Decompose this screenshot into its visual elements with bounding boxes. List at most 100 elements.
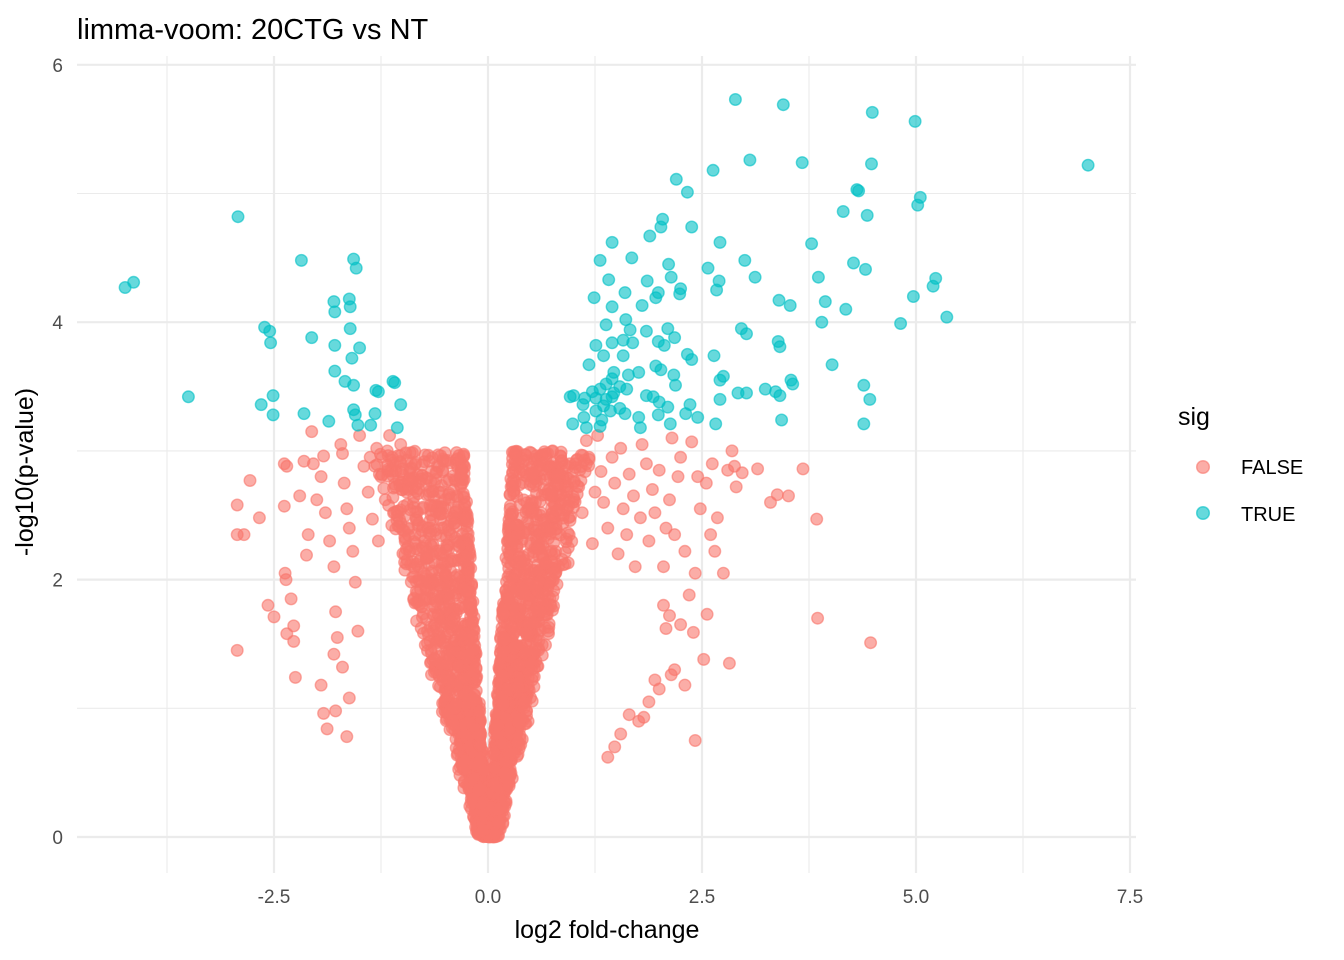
point-false xyxy=(510,539,524,553)
point-false xyxy=(665,431,679,445)
point-false xyxy=(243,474,257,488)
point-false xyxy=(449,504,463,518)
point-false xyxy=(318,506,332,520)
y-axis-title: -log10(p-value) xyxy=(11,388,39,556)
point-true xyxy=(618,407,632,421)
point-false xyxy=(513,658,527,672)
point-true xyxy=(710,283,724,297)
point-false xyxy=(267,610,281,624)
point-false xyxy=(460,585,474,599)
point-false xyxy=(450,452,464,466)
point-true xyxy=(940,310,954,324)
point-true xyxy=(836,204,850,218)
point-false xyxy=(394,438,408,452)
point-false xyxy=(492,802,506,816)
point-false xyxy=(277,499,291,513)
legend: sig FALSE TRUE xyxy=(1178,403,1303,526)
point-false xyxy=(518,647,532,661)
point-false xyxy=(357,459,371,473)
point-false xyxy=(585,537,599,551)
point-true xyxy=(657,338,671,352)
point-true xyxy=(894,317,908,331)
point-false xyxy=(431,589,445,603)
point-false xyxy=(423,498,437,512)
point-true xyxy=(605,300,619,314)
point-false xyxy=(523,616,537,630)
x-tick-label: 7.5 xyxy=(1117,887,1143,908)
series-true-points xyxy=(118,92,1095,435)
point-true xyxy=(860,208,874,222)
point-false xyxy=(457,490,471,504)
point-true xyxy=(388,376,402,390)
point-false xyxy=(230,498,244,512)
point-false xyxy=(419,549,433,563)
legend-label-true: TRUE xyxy=(1241,504,1295,526)
point-false xyxy=(361,485,375,499)
point-false xyxy=(520,573,534,587)
point-false xyxy=(699,476,713,490)
point-false xyxy=(526,479,540,493)
point-true xyxy=(701,261,715,275)
point-false xyxy=(340,730,354,744)
point-true xyxy=(740,327,754,341)
point-true xyxy=(639,324,653,338)
point-false xyxy=(230,643,244,657)
point-false xyxy=(422,628,436,642)
point-false xyxy=(340,502,354,516)
point-false xyxy=(279,573,293,587)
point-true xyxy=(589,338,603,352)
point-false xyxy=(671,470,685,484)
point-true xyxy=(266,408,280,422)
point-false xyxy=(633,511,647,525)
point-true xyxy=(620,382,634,396)
point-false xyxy=(342,521,356,535)
point-false xyxy=(457,728,471,742)
point-false xyxy=(511,680,525,694)
point-false xyxy=(588,485,602,499)
point-true xyxy=(926,279,940,293)
point-false xyxy=(572,480,586,494)
point-true xyxy=(679,407,693,421)
point-false xyxy=(430,466,444,480)
point-false xyxy=(457,461,471,475)
x-tick-label: 0.0 xyxy=(475,887,501,908)
point-false xyxy=(446,717,460,731)
point-true xyxy=(345,351,359,365)
grid-lines xyxy=(77,56,1136,873)
point-false xyxy=(445,552,459,566)
point-false xyxy=(301,528,315,542)
point-true xyxy=(852,184,866,198)
point-true xyxy=(264,336,278,350)
y-tick-label: 4 xyxy=(52,313,63,334)
point-false xyxy=(428,653,442,667)
point-false xyxy=(336,447,350,461)
point-false xyxy=(722,656,736,670)
point-true xyxy=(371,385,385,399)
point-false xyxy=(663,493,677,507)
point-true xyxy=(716,369,730,383)
point-false xyxy=(682,588,696,602)
point-false xyxy=(608,476,622,490)
point-true xyxy=(773,389,787,403)
point-false xyxy=(423,528,437,542)
x-axis-title: log2 fold-change xyxy=(515,916,700,944)
point-true xyxy=(738,253,752,267)
point-false xyxy=(544,599,558,613)
point-false xyxy=(735,466,749,480)
point-false xyxy=(466,691,480,705)
point-true xyxy=(685,353,699,367)
point-true xyxy=(353,341,367,355)
point-false xyxy=(314,678,328,692)
point-false xyxy=(614,441,628,455)
point-false xyxy=(389,480,403,494)
point-true xyxy=(805,237,819,251)
point-false xyxy=(659,521,673,535)
point-true xyxy=(616,349,630,363)
point-true xyxy=(635,299,649,313)
point-false xyxy=(548,547,562,561)
point-false xyxy=(668,663,682,677)
point-true xyxy=(181,390,195,404)
point-true xyxy=(349,261,363,275)
point-true xyxy=(654,220,668,234)
point-false xyxy=(663,609,677,623)
